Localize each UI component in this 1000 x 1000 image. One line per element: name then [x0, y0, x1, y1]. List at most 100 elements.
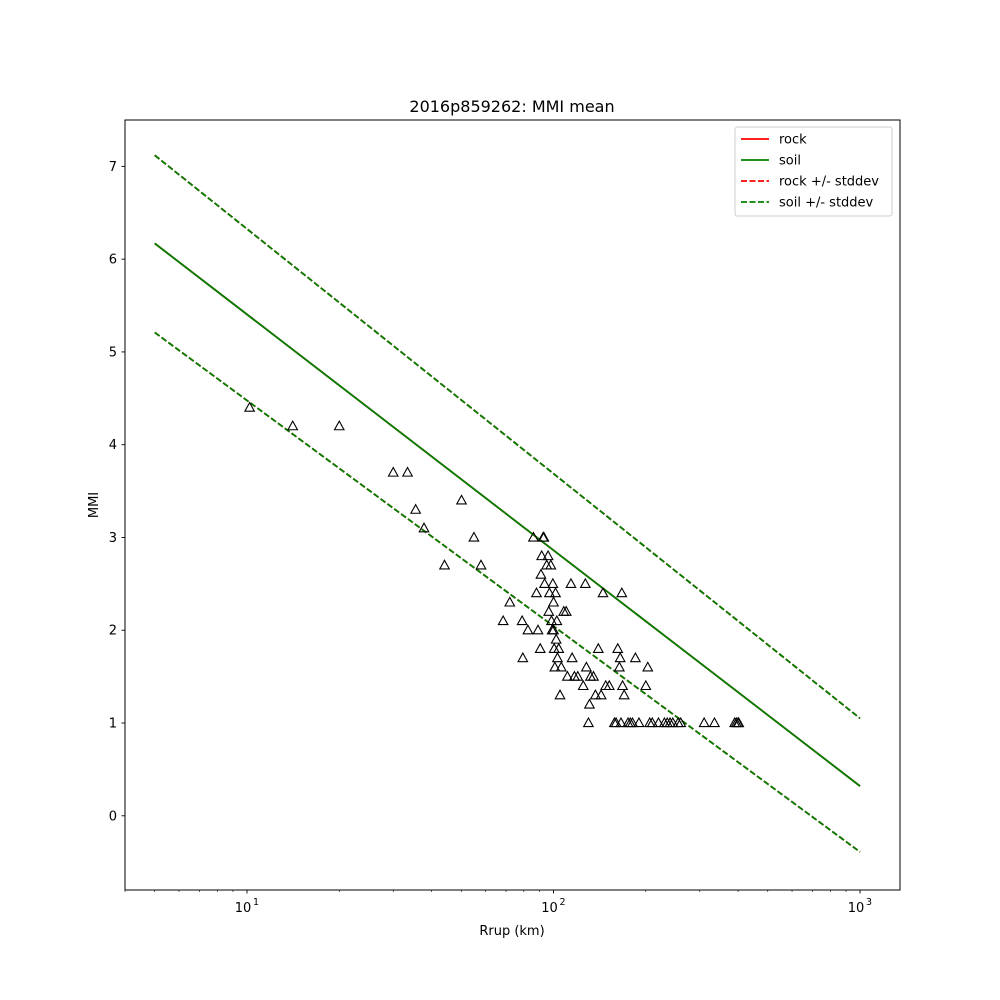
observation-point — [618, 689, 630, 700]
observation-point — [582, 716, 595, 728]
observation-point — [401, 466, 414, 477]
observation-point — [629, 651, 642, 663]
observation-point — [640, 679, 652, 691]
observation-point — [553, 642, 565, 653]
series-line-5 — [154, 331, 861, 853]
y-axis: 0 1 2 3 4 5 6 7 — [109, 160, 125, 824]
observation-point — [387, 466, 399, 477]
observation-point — [589, 689, 602, 700]
observation-point — [497, 614, 509, 626]
observation-point — [550, 633, 562, 644]
observation-point — [527, 531, 540, 542]
observation-markers — [243, 401, 745, 728]
legend-label: soil +/- stddev — [779, 196, 874, 211]
x-tick-exponent: 1 — [253, 897, 259, 908]
legend-box — [734, 126, 893, 217]
observation-point — [579, 577, 592, 589]
observation-point — [708, 716, 721, 728]
observation-point — [616, 679, 629, 691]
observation-point — [698, 716, 710, 728]
observation-point — [580, 661, 593, 672]
observation-point — [615, 716, 627, 728]
observation-point — [536, 549, 548, 561]
observation-point — [475, 559, 487, 570]
observation-point — [587, 670, 600, 681]
observation-point — [516, 614, 528, 626]
observation-point — [545, 559, 557, 570]
observation-point — [595, 689, 607, 700]
observation-point — [612, 642, 624, 653]
observation-point — [560, 605, 572, 616]
x-axis-label: Rrup (km) — [479, 924, 544, 939]
plot-border — [124, 119, 901, 891]
x-axis: 10 1 10 2 10 3 — [124, 890, 872, 916]
observation-point — [538, 531, 550, 542]
observation-point — [535, 568, 547, 579]
observation-point — [551, 614, 563, 626]
observation-point — [547, 577, 559, 589]
observation-point — [592, 642, 604, 653]
y-tick-label: 6 — [109, 253, 117, 268]
observation-point — [455, 494, 468, 505]
legend: rock soil rock +/- stddev soil +/- stddev — [734, 126, 893, 217]
y-tick-label: 7 — [109, 160, 117, 175]
x-tick-exponent: 3 — [866, 897, 872, 908]
observation-point — [555, 661, 567, 672]
y-tick-label: 3 — [109, 531, 117, 546]
series-line-4 — [154, 154, 861, 720]
series-layer — [154, 154, 861, 853]
y-tick-label: 2 — [109, 624, 117, 639]
plot-frame — [125, 120, 900, 890]
observation-point — [561, 670, 574, 681]
observation-point — [583, 698, 596, 709]
observation-point — [243, 401, 256, 412]
observation-point — [554, 689, 566, 700]
observation-point — [597, 586, 609, 598]
observation-point — [549, 661, 561, 672]
legend-label: rock +/- stddev — [779, 175, 879, 190]
observation-point — [333, 420, 345, 431]
observation-point — [626, 716, 639, 728]
observation-point — [504, 596, 516, 607]
x-tick-label: 10 — [541, 901, 558, 916]
observation-point — [468, 531, 480, 542]
observation-point — [577, 679, 589, 691]
y-tick-label: 1 — [109, 717, 117, 732]
observation-point — [438, 559, 451, 570]
observation-point — [543, 605, 555, 616]
y-tick-label: 4 — [109, 438, 117, 453]
observation-point — [675, 716, 687, 728]
legend-label: soil — [779, 154, 801, 169]
observation-point — [549, 586, 562, 598]
observation-point — [547, 596, 560, 607]
observation-point — [418, 522, 430, 533]
observation-point — [534, 642, 546, 653]
observation-point — [566, 651, 578, 663]
observation-point — [733, 716, 745, 728]
plot-area — [124, 119, 901, 891]
observation-point — [603, 679, 615, 691]
series-line-1 — [154, 242, 861, 787]
observation-point — [542, 549, 554, 561]
observation-point — [532, 624, 544, 635]
observation-point — [633, 716, 645, 728]
x-tick-label: 10 — [235, 901, 252, 916]
observation-point — [517, 651, 529, 663]
observation-point — [613, 661, 626, 672]
observation-point — [572, 670, 584, 681]
observation-point — [409, 503, 422, 514]
x-tick-label: 10 — [848, 901, 865, 916]
observation-point — [547, 624, 560, 635]
observation-point — [543, 586, 556, 598]
y-axis-label: MMI — [87, 492, 102, 518]
observation-point — [616, 586, 628, 598]
observation-point — [642, 661, 654, 672]
observation-point — [551, 651, 564, 663]
observation-point — [646, 716, 658, 728]
observation-point — [287, 420, 299, 431]
y-tick-label: 5 — [109, 345, 117, 360]
chart-title: 2016p859262: MMI mean — [409, 97, 614, 116]
x-tick-exponent: 2 — [559, 897, 565, 908]
y-tick-label: 0 — [109, 809, 117, 824]
